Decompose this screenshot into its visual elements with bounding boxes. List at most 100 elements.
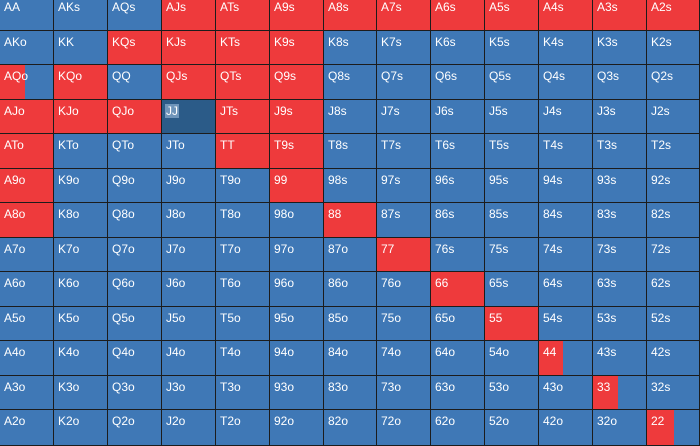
hand-cell-kk[interactable]: KK [54,31,108,65]
hand-cell-32o[interactable]: 32o [593,410,647,446]
hand-cell-kjs[interactable]: KJs [162,31,216,65]
hand-cell-76o[interactable]: 76o [377,272,431,307]
hand-cell-a6s[interactable]: A6s [431,0,485,31]
hand-cell-q4o[interactable]: Q4o [108,341,162,376]
hand-cell-j9s[interactable]: J9s [270,100,324,134]
hand-cell-ajo[interactable]: AJo [0,100,54,134]
hand-cell-jto[interactable]: JTo [162,134,216,169]
hand-cell-k3s[interactable]: K3s [593,31,647,65]
hand-cell-a9o[interactable]: A9o [0,169,54,203]
hand-cell-42o[interactable]: 42o [539,410,593,446]
hand-cell-63o[interactable]: 63o [431,376,485,410]
hand-cell-j8o[interactable]: J8o [162,203,216,238]
hand-cell-j2s[interactable]: J2s [647,100,700,134]
hand-cell-q8s[interactable]: Q8s [324,65,377,100]
hand-cell-j3o[interactable]: J3o [162,376,216,410]
hand-cell-k7s[interactable]: K7s [377,31,431,65]
hand-cell-98o[interactable]: 98o [270,203,324,238]
hand-cell-76s[interactable]: 76s [431,238,485,272]
hand-cell-a2o[interactable]: A2o [0,410,54,446]
hand-cell-a2s[interactable]: A2s [647,0,700,31]
hand-cell-87s[interactable]: 87s [377,203,431,238]
hand-cell-q2s[interactable]: Q2s [647,65,700,100]
hand-cell-j2o[interactable]: J2o [162,410,216,446]
hand-cell-j6s[interactable]: J6s [431,100,485,134]
hand-cell-a4o[interactable]: A4o [0,341,54,376]
hand-cell-jj[interactable]: JJ [162,100,216,134]
hand-cell-kqo[interactable]: KQo [54,65,108,100]
hand-cell-t2s[interactable]: T2s [647,134,700,169]
hand-cell-k9o[interactable]: K9o [54,169,108,203]
hand-cell-q5s[interactable]: Q5s [485,65,539,100]
hand-cell-j3s[interactable]: J3s [593,100,647,134]
hand-cell-t4s[interactable]: T4s [539,134,593,169]
hand-cell-aks[interactable]: AKs [54,0,108,31]
hand-cell-ajs[interactable]: AJs [162,0,216,31]
hand-cell-q5o[interactable]: Q5o [108,307,162,341]
hand-cell-93s[interactable]: 93s [593,169,647,203]
hand-cell-j5o[interactable]: J5o [162,307,216,341]
hand-cell-92s[interactable]: 92s [647,169,700,203]
hand-cell-52o[interactable]: 52o [485,410,539,446]
hand-cell-j9o[interactable]: J9o [162,169,216,203]
hand-cell-96o[interactable]: 96o [270,272,324,307]
hand-cell-j8s[interactable]: J8s [324,100,377,134]
hand-cell-j4s[interactable]: J4s [539,100,593,134]
hand-cell-75o[interactable]: 75o [377,307,431,341]
hand-cell-74o[interactable]: 74o [377,341,431,376]
hand-cell-72s[interactable]: 72s [647,238,700,272]
hand-cell-j7o[interactable]: J7o [162,238,216,272]
hand-cell-j5s[interactable]: J5s [485,100,539,134]
hand-cell-84o[interactable]: 84o [324,341,377,376]
hand-cell-t2o[interactable]: T2o [216,410,270,446]
hand-cell-q4s[interactable]: Q4s [539,65,593,100]
hand-cell-j6o[interactable]: J6o [162,272,216,307]
hand-cell-t7o[interactable]: T7o [216,238,270,272]
hand-cell-55[interactable]: 55 [485,307,539,341]
hand-cell-k5o[interactable]: K5o [54,307,108,341]
hand-cell-83s[interactable]: 83s [593,203,647,238]
hand-cell-k8s[interactable]: K8s [324,31,377,65]
hand-cell-42s[interactable]: 42s [647,341,700,376]
hand-cell-62s[interactable]: 62s [647,272,700,307]
hand-cell-a8s[interactable]: A8s [324,0,377,31]
hand-cell-ats[interactable]: ATs [216,0,270,31]
hand-cell-t4o[interactable]: T4o [216,341,270,376]
hand-cell-98s[interactable]: 98s [324,169,377,203]
hand-cell-94o[interactable]: 94o [270,341,324,376]
hand-cell-86o[interactable]: 86o [324,272,377,307]
hand-cell-43s[interactable]: 43s [593,341,647,376]
hand-cell-54o[interactable]: 54o [485,341,539,376]
hand-cell-63s[interactable]: 63s [593,272,647,307]
hand-cell-j7s[interactable]: J7s [377,100,431,134]
hand-cell-74s[interactable]: 74s [539,238,593,272]
hand-cell-72o[interactable]: 72o [377,410,431,446]
hand-cell-t5s[interactable]: T5s [485,134,539,169]
hand-cell-kts[interactable]: KTs [216,31,270,65]
hand-cell-q2o[interactable]: Q2o [108,410,162,446]
hand-cell-q8o[interactable]: Q8o [108,203,162,238]
hand-cell-k8o[interactable]: K8o [54,203,108,238]
hand-cell-44[interactable]: 44 [539,341,593,376]
hand-cell-97s[interactable]: 97s [377,169,431,203]
hand-cell-99[interactable]: 99 [270,169,324,203]
hand-cell-ato[interactable]: ATo [0,134,54,169]
hand-cell-t3s[interactable]: T3s [593,134,647,169]
hand-cell-t9s[interactable]: T9s [270,134,324,169]
hand-cell-83o[interactable]: 83o [324,376,377,410]
hand-cell-t8o[interactable]: T8o [216,203,270,238]
hand-cell-kto[interactable]: KTo [54,134,108,169]
hand-cell-73s[interactable]: 73s [593,238,647,272]
hand-cell-54s[interactable]: 54s [539,307,593,341]
hand-cell-t8s[interactable]: T8s [324,134,377,169]
hand-cell-k4s[interactable]: K4s [539,31,593,65]
hand-cell-85o[interactable]: 85o [324,307,377,341]
hand-cell-95o[interactable]: 95o [270,307,324,341]
hand-cell-qts[interactable]: QTs [216,65,270,100]
hand-cell-k2s[interactable]: K2s [647,31,700,65]
hand-cell-t6s[interactable]: T6s [431,134,485,169]
hand-cell-43o[interactable]: 43o [539,376,593,410]
hand-cell-a7o[interactable]: A7o [0,238,54,272]
hand-cell-t3o[interactable]: T3o [216,376,270,410]
hand-cell-k5s[interactable]: K5s [485,31,539,65]
